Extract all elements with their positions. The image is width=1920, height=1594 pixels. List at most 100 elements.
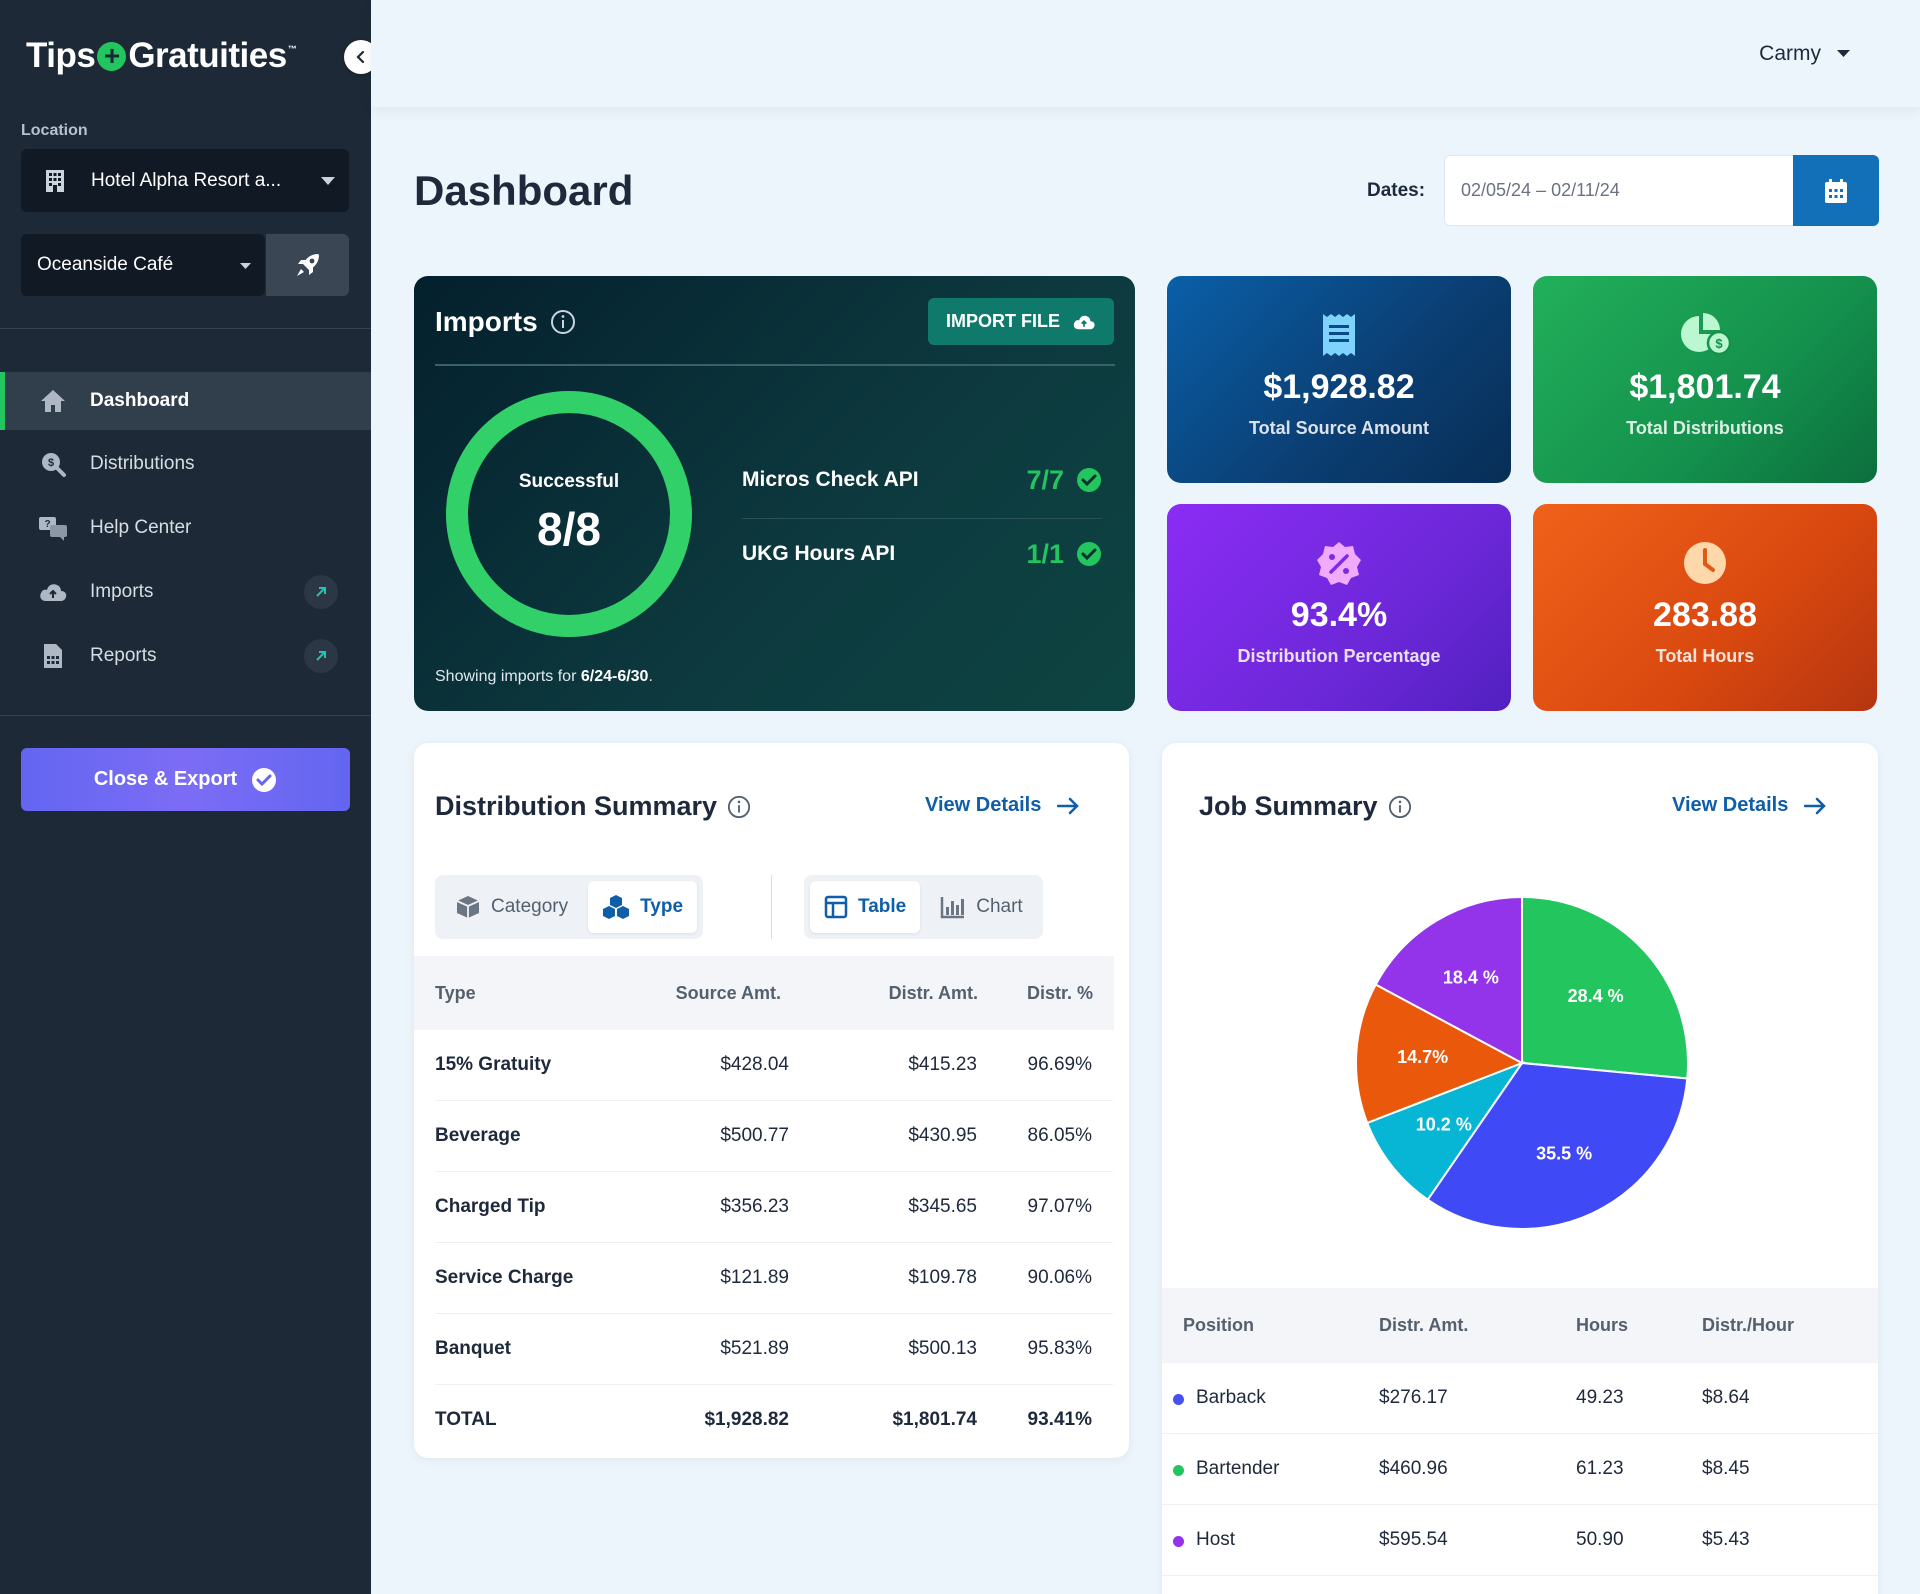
table-icon [824, 895, 848, 919]
cell-type: Service Charge [435, 1267, 574, 1288]
imports-card: Imports IMPORT FILE Successful 8/8 Micro… [414, 276, 1135, 711]
cell-distr-pct: 86.05% [1027, 1125, 1092, 1146]
external-link-icon[interactable] [304, 575, 338, 609]
job-summary-title: Job Summary [1199, 791, 1378, 821]
location-label: Location [21, 122, 88, 139]
cell-distr-amt: $460.96 [1379, 1458, 1448, 1479]
imports-footer-prefix: Showing imports for [435, 668, 581, 685]
stat-distribution-percentage: 93.4% Distribution Percentage [1167, 504, 1511, 711]
toggle-type[interactable]: Type [588, 881, 698, 933]
stat-total-source-amount: $1,928.82 Total Source Amount [1167, 276, 1511, 483]
import-file-button[interactable]: IMPORT FILE [928, 298, 1114, 345]
brand-logo[interactable]: Tips + Gratuities ™ [26, 36, 297, 76]
table-row: Banquet $521.89 $500.13 95.83% [435, 1314, 1113, 1385]
stat-value: $1,928.82 [1263, 368, 1415, 406]
verified-check-icon [252, 767, 277, 792]
stat-value: $1,801.74 [1629, 368, 1781, 406]
column-header: Source Amt. [675, 983, 781, 1003]
cell-distr-amt: $430.95 [908, 1125, 977, 1146]
distribution-summary-card: Distribution Summary View Details Catego… [414, 743, 1129, 1458]
toggle-table[interactable]: Table [810, 881, 921, 933]
brand-part2: Gratuities [128, 36, 287, 75]
date-range-input[interactable] [1444, 155, 1794, 226]
toggle-category[interactable]: Category [441, 881, 582, 933]
info-icon[interactable] [727, 795, 751, 819]
dates-label: Dates: [1367, 180, 1426, 201]
cell-hours: 49.23 [1576, 1387, 1624, 1408]
caret-down-icon [240, 254, 251, 276]
cloud-upload-icon [1073, 315, 1095, 329]
api-count: 1/1 [1026, 538, 1064, 569]
api-count: 7/7 [1026, 464, 1064, 495]
hotel-select-value: Hotel Alpha Resort a... [91, 169, 282, 191]
sidebar-item-distributions[interactable]: $ Distributions [0, 435, 371, 493]
table-header: Type Source Amt. Distr. Amt. Distr. % [414, 956, 1114, 1030]
view-details-label: View Details [925, 794, 1042, 816]
pie-slice[interactable] [1426, 1061, 1689, 1230]
table-row: Charged Tip $356.23 $345.65 97.07% [435, 1172, 1113, 1243]
table-total-row: TOTAL $1,928.82 $1,801.74 93.41% [435, 1385, 1113, 1456]
job-summary-card: Job Summary View Details 28.4 % 35.5 % 10.… [1162, 743, 1878, 1594]
column-header: Position [1183, 1315, 1254, 1335]
cell-distr-amt: $109.78 [908, 1267, 977, 1288]
cell-hours: 61.23 [1576, 1458, 1624, 1479]
brand-part1: Tips [26, 36, 96, 75]
api-divider [742, 518, 1102, 519]
sidebar-item-reports[interactable]: Reports [0, 627, 371, 685]
svg-text:$: $ [1715, 336, 1723, 351]
box-icon [456, 896, 480, 918]
imports-title-row: Imports [435, 306, 576, 338]
sidebar-item-help-center[interactable]: ? Help Center [0, 499, 371, 557]
venue-select-value: Oceanside Café [37, 254, 174, 275]
close-export-button[interactable]: Close & Export [21, 748, 350, 811]
ring-value: 8/8 [537, 503, 601, 555]
launch-button[interactable] [266, 234, 349, 296]
sidebar-item-label: Help Center [90, 517, 192, 538]
info-icon[interactable] [550, 309, 576, 335]
ring-label: Successful [518, 471, 620, 492]
pie-slice[interactable] [1521, 895, 1689, 1080]
sidebar-item-imports[interactable]: Imports [0, 563, 371, 621]
sidebar-item-dashboard[interactable]: Dashboard [0, 372, 371, 430]
imports-footer: Showing imports for 6/24-6/30. [435, 668, 653, 686]
cell-source-amt: $428.04 [720, 1054, 789, 1075]
cell-distr-amt: $345.65 [908, 1196, 977, 1217]
svg-text:?: ? [44, 519, 50, 530]
api-name: Micros Check API [742, 468, 919, 491]
user-menu[interactable]: Carmy [1759, 42, 1850, 66]
card-title-row: Distribution Summary [435, 791, 751, 822]
column-header: Type [435, 983, 476, 1003]
svg-text:$: $ [48, 457, 54, 469]
cell-distr-pct: 95.83% [1027, 1338, 1092, 1359]
cell-type: Charged Tip [435, 1196, 546, 1217]
pie-slice[interactable] [1355, 983, 1525, 1125]
external-link-icon[interactable] [304, 639, 338, 673]
job-summary-pie-chart: 28.4 % 35.5 % 10.2 % 14.7% 18.4 % [1355, 895, 1689, 1230]
pie-slice[interactable] [1365, 1060, 1525, 1202]
venue-select[interactable]: Oceanside Café [21, 234, 265, 296]
imports-footer-range: 6/24-6/30 [580, 668, 649, 685]
calendar-icon [1825, 178, 1847, 203]
info-icon[interactable] [1388, 795, 1412, 819]
sidebar-item-label: Dashboard [90, 390, 190, 411]
view-details-link[interactable]: View Details [1672, 794, 1827, 817]
report-icon [38, 642, 68, 670]
rocket-icon [296, 254, 319, 276]
sidebar: Tips + Gratuities ™ Location Hotel Alpha… [0, 0, 378, 1594]
calendar-button[interactable] [1793, 155, 1879, 226]
cell-type: Beverage [435, 1125, 521, 1146]
table-header: Position Distr. Amt. Hours Distr./Hour [1162, 1288, 1878, 1363]
hotel-select[interactable]: Hotel Alpha Resort a... [21, 149, 349, 212]
pie-slice-label: 35.5 % [1536, 1143, 1592, 1163]
stat-label: Total Source Amount [1249, 418, 1429, 438]
pie-slice[interactable] [1374, 895, 1523, 1065]
view-details-link[interactable]: View Details [925, 794, 1080, 817]
success-progress-arc [446, 391, 692, 637]
cell-distr-amt: $415.23 [908, 1054, 977, 1075]
toggle-chart[interactable]: Chart [926, 881, 1036, 933]
cell-distr-amt: $500.13 [908, 1338, 977, 1359]
caret-down-icon [321, 170, 335, 192]
check-circle-icon [1077, 468, 1101, 492]
page-title: Dashboard [414, 167, 634, 214]
cell-source-amt: $521.89 [720, 1338, 789, 1359]
